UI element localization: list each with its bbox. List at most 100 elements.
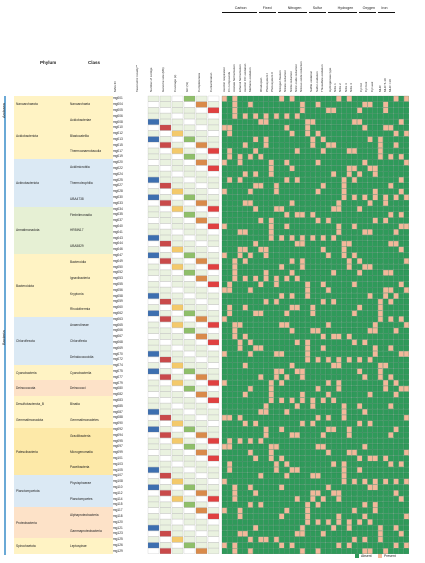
stat-cell <box>183 414 196 421</box>
stat-cell <box>147 397 160 404</box>
trait-absent-cell <box>242 130 248 137</box>
trait-present-cell <box>242 246 248 253</box>
trait-absent-cell <box>273 229 280 235</box>
trait-absent-cell <box>357 536 363 543</box>
trait-absent-cell <box>357 316 363 322</box>
trait-absent-cell <box>403 235 410 241</box>
trait-absent-cell <box>253 426 259 433</box>
stat-cell <box>195 496 208 502</box>
trait-absent-cell <box>388 258 394 264</box>
trait-present-cell <box>299 374 306 380</box>
trait-present-cell <box>247 101 254 108</box>
trait-present-cell <box>263 113 269 120</box>
trait-absent-cell <box>325 293 332 299</box>
trait-absent-cell <box>325 153 332 160</box>
trait-present-cell <box>346 148 352 154</box>
trait-present-cell <box>253 275 259 282</box>
stat-cell <box>195 200 208 206</box>
trait-absent-cell <box>258 252 264 259</box>
trait-present-cell <box>341 403 347 409</box>
trait-absent-cell <box>320 252 326 259</box>
stat-cell <box>195 426 208 433</box>
trait-present-cell <box>221 507 228 514</box>
trait-absent-cell <box>331 293 337 299</box>
trait-absent-cell <box>315 275 321 282</box>
trait-absent-cell <box>388 385 394 392</box>
trait-absent-cell <box>305 298 311 305</box>
trait-absent-cell <box>242 536 248 543</box>
trait-absent-cell <box>336 467 342 473</box>
trait-present-cell <box>294 304 300 311</box>
trait-absent-cell <box>289 374 295 380</box>
trait-absent-cell <box>325 455 332 462</box>
trait-absent-cell <box>388 443 394 450</box>
trait-present-cell <box>315 327 321 334</box>
trait-present-cell <box>341 467 347 473</box>
trait-absent-cell <box>388 229 394 235</box>
trait-absent-cell <box>341 171 347 177</box>
trait-absent-cell <box>336 368 342 375</box>
trait-absent-cell <box>336 484 342 491</box>
trait-present-cell <box>227 438 233 444</box>
trait-absent-cell <box>377 182 384 189</box>
trait-absent-cell <box>289 136 295 143</box>
trait-absent-cell <box>273 513 280 520</box>
trait-present-cell <box>336 490 342 496</box>
trait-present-cell <box>258 472 264 479</box>
trait-absent-cell <box>362 455 368 462</box>
trait-absent-cell <box>221 171 228 177</box>
stat-cell <box>207 548 220 554</box>
trait-absent-cell <box>393 153 399 160</box>
trait-absent-cell <box>403 316 410 322</box>
trait-absent-cell <box>393 472 399 479</box>
trait-absent-cell <box>367 385 373 392</box>
trait-present-cell <box>263 298 269 305</box>
trait-absent-cell <box>253 165 259 172</box>
class-label: Bacteroidia <box>70 259 86 264</box>
trait-present-cell <box>383 124 389 131</box>
trait-absent-cell <box>315 496 321 502</box>
trait-absent-cell <box>357 530 363 537</box>
trait-absent-cell <box>367 275 373 282</box>
trait-present-cell <box>242 200 248 206</box>
trait-absent-cell <box>351 472 358 479</box>
mag-id: mg044 <box>113 241 123 246</box>
trait-absent-cell <box>268 142 274 148</box>
trait-absent-cell <box>310 165 316 172</box>
stat-cell <box>171 374 184 380</box>
trait-absent-cell <box>263 397 269 404</box>
trait-absent-cell <box>362 519 368 526</box>
stat-cell <box>207 264 220 270</box>
mag-id: mg117 <box>113 508 123 513</box>
trait-absent-cell <box>367 461 373 467</box>
trait-absent-cell <box>237 136 243 143</box>
trait-absent-cell <box>362 165 368 172</box>
trait-absent-cell <box>377 339 384 346</box>
trait-absent-cell <box>247 159 254 166</box>
trait-absent-cell <box>351 113 358 120</box>
stat-cell <box>159 449 172 456</box>
stat-cell <box>195 211 208 218</box>
trait-present-cell <box>232 484 238 491</box>
trait-absent-cell <box>357 293 363 299</box>
trait-present-cell <box>221 252 228 259</box>
trait-present-cell <box>320 397 326 404</box>
trait-absent-cell <box>393 310 399 317</box>
class-label: Nanoarchaeia <box>70 101 90 106</box>
trait-absent-cell <box>310 484 316 491</box>
trait-absent-cell <box>253 438 259 444</box>
trait-present-cell <box>346 95 352 102</box>
stat-cell <box>195 345 208 351</box>
trait-absent-cell <box>331 501 337 508</box>
trait-present-cell <box>331 362 337 369</box>
trait-present-cell <box>310 136 316 143</box>
trait-absent-cell <box>372 293 378 299</box>
trait-absent-cell <box>372 542 378 549</box>
stat-cell <box>195 136 208 143</box>
trait-absent-cell <box>247 95 254 102</box>
trait-absent-cell <box>310 258 316 264</box>
trait-absent-cell <box>279 478 285 485</box>
trait-absent-cell <box>377 269 384 276</box>
trait-absent-cell <box>362 368 368 375</box>
trait-absent-cell <box>258 287 264 293</box>
